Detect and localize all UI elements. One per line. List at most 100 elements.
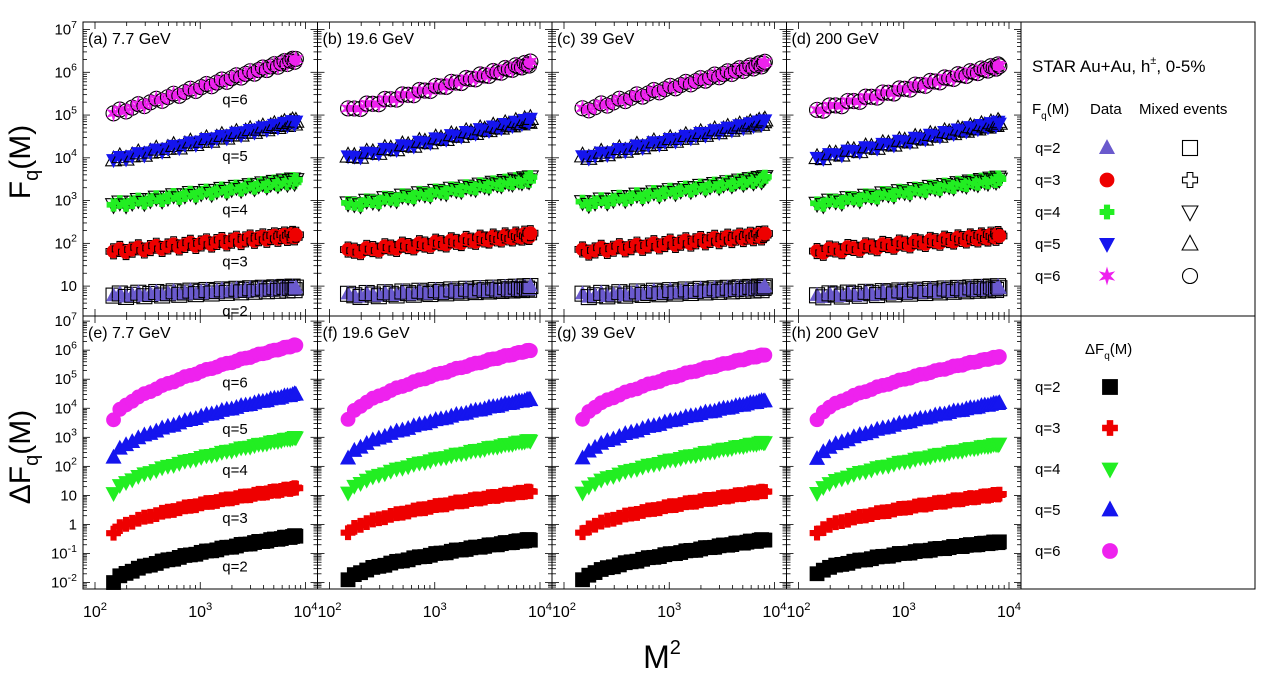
series-q=3 — [574, 225, 773, 261]
series-q=4 — [808, 170, 1009, 215]
series-q=6 — [808, 55, 1008, 120]
y-tick-label: 10 — [60, 278, 77, 295]
series-label: q=2 — [222, 303, 247, 320]
legend-top-column-mixed: Mixed events — [1139, 101, 1227, 118]
data-point — [991, 486, 1007, 502]
data-point — [756, 436, 773, 452]
legend-data-marker — [1102, 379, 1118, 395]
series-label: q=3 — [222, 253, 247, 270]
data-point — [522, 52, 539, 71]
series-q=6 — [575, 347, 773, 427]
data-point — [756, 392, 773, 408]
series-q=3 — [340, 483, 538, 541]
series-q=2 — [808, 277, 1008, 306]
panel-label: (b) 19.6 GeV — [323, 31, 415, 48]
data-point — [288, 115, 304, 130]
series-q=6 — [574, 52, 773, 120]
legend-mixed-marker — [1181, 234, 1199, 251]
x-tick-label: 104 — [528, 601, 552, 621]
bottom-y-axis-title: ΔFq(M) — [4, 410, 43, 504]
series-q=3 — [808, 225, 1008, 261]
data-point — [287, 431, 304, 447]
series-q=2 — [809, 534, 1007, 582]
legend-q-label: q=2 — [1035, 140, 1060, 157]
series-q=4 — [105, 430, 304, 503]
data-point — [991, 117, 1007, 132]
series-q=4 — [573, 169, 774, 215]
y-tick-label: 107 — [54, 19, 77, 39]
top-y-axis-title: Fq(M) — [4, 125, 43, 199]
series-q=6 — [106, 337, 304, 428]
data-point — [288, 227, 303, 242]
series-q=2 — [340, 532, 538, 588]
series-q=6 — [340, 342, 538, 427]
data-point — [288, 279, 304, 294]
data-point — [288, 50, 304, 68]
legend-data-marker — [1099, 172, 1115, 188]
data-point — [757, 169, 772, 184]
series-q=3 — [339, 225, 539, 261]
legend-q-label: q=5 — [1035, 236, 1060, 253]
data-point — [757, 532, 773, 548]
legend-q-label: q=4 — [1035, 461, 1060, 478]
data-point — [522, 484, 538, 500]
x-tick-label: 104 — [762, 601, 786, 621]
series-q=2 — [106, 528, 304, 590]
data-point — [287, 385, 304, 401]
legend-data-marker — [1101, 462, 1119, 479]
panel-grid: 10 102 103 104 105 106 107 (a) 7.7 GeV q=2 q=3 q=4… — [51, 19, 1022, 621]
y-tick-label: 104 — [54, 147, 77, 167]
series-label: q=2 — [222, 559, 247, 576]
y-tick-label: 103 — [54, 427, 77, 447]
series-q=5 — [809, 394, 1008, 465]
legend-q-label: q=2 — [1035, 379, 1060, 396]
series-q=4 — [339, 170, 540, 215]
data-point — [757, 484, 773, 499]
data-point — [757, 226, 772, 241]
data-point — [757, 347, 773, 363]
y-tick-label: 10-1 — [51, 543, 77, 563]
legend-q-label: q=3 — [1035, 172, 1060, 189]
data-point — [991, 57, 1008, 76]
series-q=5 — [105, 385, 304, 464]
y-tick-label: 102 — [54, 233, 77, 253]
data-point — [105, 448, 122, 464]
legend-data-marker — [1102, 543, 1118, 559]
x-tick-label: 102 — [786, 601, 810, 621]
series-label: q=5 — [222, 148, 247, 165]
series-q=3 — [106, 480, 304, 541]
series-q=3 — [809, 486, 1007, 541]
data-point — [522, 343, 538, 359]
x-tick-label: 103 — [892, 601, 916, 621]
legend-q-label: q=6 — [1035, 268, 1060, 285]
data-point — [522, 277, 538, 292]
series-q=6 — [339, 52, 539, 118]
data-point — [522, 112, 538, 127]
legend-data-marker — [1098, 237, 1116, 253]
data-point — [443, 72, 460, 91]
panel-bottom-1: 102 103 104 (f) 19.6 GeV — [317, 315, 553, 621]
y-tick-label: 107 — [54, 310, 77, 330]
legend-data-marker — [1098, 266, 1116, 286]
panel-label: (f) 19.6 GeV — [323, 325, 410, 342]
data-point — [757, 278, 773, 292]
legend-bottom-title: ΔFq(M) — [1085, 341, 1132, 362]
panel-label: (e) 7.7 GeV — [88, 325, 171, 342]
legend-data-marker — [1101, 500, 1119, 517]
panel-top-0: 10 102 103 104 105 106 107 (a) 7.7 GeV q=2 q=3 q=4… — [54, 19, 318, 320]
data-point — [522, 434, 539, 450]
legend-bottom: ΔFq(M) q=2 q=3 q=4 q=5 q=6 — [1035, 341, 1132, 560]
y-tick-label: 1 — [69, 516, 77, 533]
panel-label: (a) 7.7 GeV — [88, 31, 171, 48]
series-label: q=4 — [222, 462, 247, 479]
series-q=5 — [574, 392, 773, 465]
series-q=4 — [340, 434, 539, 502]
y-tick-label: 106 — [54, 62, 77, 82]
series-q=2 — [339, 277, 539, 306]
data-point — [522, 532, 538, 548]
x-tick-label: 103 — [657, 601, 681, 621]
panel-top-2: (c) 39 GeV — [551, 21, 787, 317]
legend-bottom-frame — [1020, 315, 1256, 590]
data-point — [340, 486, 357, 502]
legend-top: STAR Au+Au, h±, 0-5% Fq(M) Data Mixed ev… — [1032, 55, 1227, 286]
